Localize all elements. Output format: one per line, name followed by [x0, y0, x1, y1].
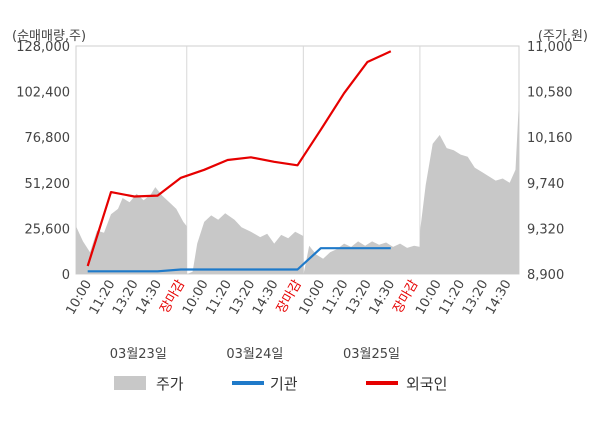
- date-labels: 03월23일 03월24일 03월25일: [110, 347, 400, 362]
- right-tick-label-5: 8,900: [527, 268, 564, 283]
- left-tick-label-0: 128,000: [16, 40, 70, 55]
- date-label-2: 03월25일: [343, 347, 400, 362]
- right-tick-label-1: 10,580: [527, 86, 573, 101]
- left-axis-unit: (순매매량,주): [12, 29, 86, 44]
- right-tick-label-2: 10,160: [527, 131, 573, 146]
- right-axis-ticks: 11,000 10,580 10,160 9,740 9,320 8,900: [527, 40, 573, 283]
- series-area-price: [76, 100, 519, 274]
- right-tick-label-3: 9,740: [527, 177, 564, 192]
- legend-swatch-price: [114, 376, 146, 390]
- left-tick-label-3: 51,200: [25, 177, 71, 192]
- date-label-1: 03월24일: [226, 347, 283, 362]
- legend-label-price: 주가: [156, 375, 184, 393]
- legend-swatch-foreign: [366, 381, 398, 385]
- left-tick-label-5: 0: [62, 268, 70, 283]
- left-tick-label-2: 76,800: [25, 131, 71, 146]
- left-tick-label-4: 25,600: [25, 222, 71, 237]
- price-area-series: [76, 100, 519, 274]
- date-label-0: 03월23일: [110, 347, 167, 362]
- x-axis-ticks: 10:0011:2013:2014:30장마감10:0011:2013:2014…: [63, 277, 514, 317]
- legend-label-foreign: 외국인: [406, 375, 447, 393]
- line-series: [86, 50, 392, 273]
- legend-label-institution: 기관: [270, 375, 298, 393]
- right-tick-label-4: 9,320: [527, 222, 564, 237]
- right-tick-label-0: 11,000: [527, 40, 573, 55]
- legend: 주가 기관 외국인: [114, 375, 447, 393]
- series-line-1: [87, 247, 391, 273]
- left-tick-label-1: 102,400: [16, 86, 70, 101]
- left-axis-ticks: 128,000 102,400 76,800 51,200 25,600 0: [16, 40, 70, 283]
- right-axis-unit: (주가,원): [538, 29, 588, 44]
- series-line-2: [86, 50, 392, 267]
- legend-swatch-institution: [232, 381, 264, 385]
